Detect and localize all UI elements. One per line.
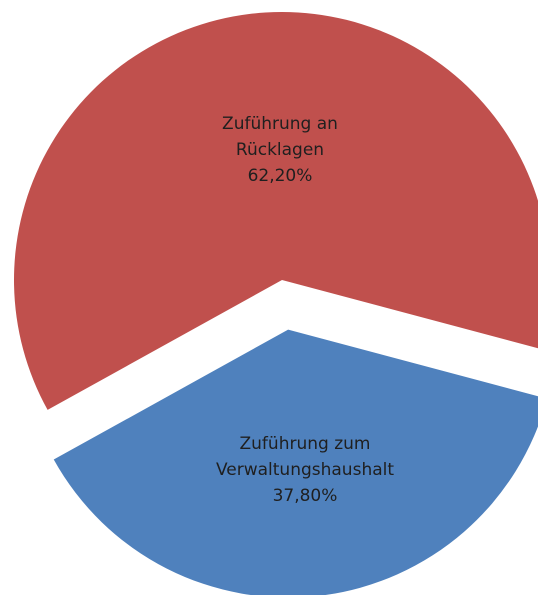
pie-slice — [14, 12, 538, 410]
value-label: 37,80% — [272, 486, 338, 506]
category-label: Zuführung an Rücklagen — [222, 114, 338, 160]
pie-slice — [53, 329, 538, 595]
data-label: Zuführung an Rücklagen 62,20% — [190, 111, 370, 189]
value-label: 62,20% — [247, 166, 313, 186]
category-label: Zuführung zum Verwaltungshaushalt — [215, 434, 395, 480]
data-label: Zuführung zum Verwaltungshaushalt 37,80% — [185, 431, 425, 509]
